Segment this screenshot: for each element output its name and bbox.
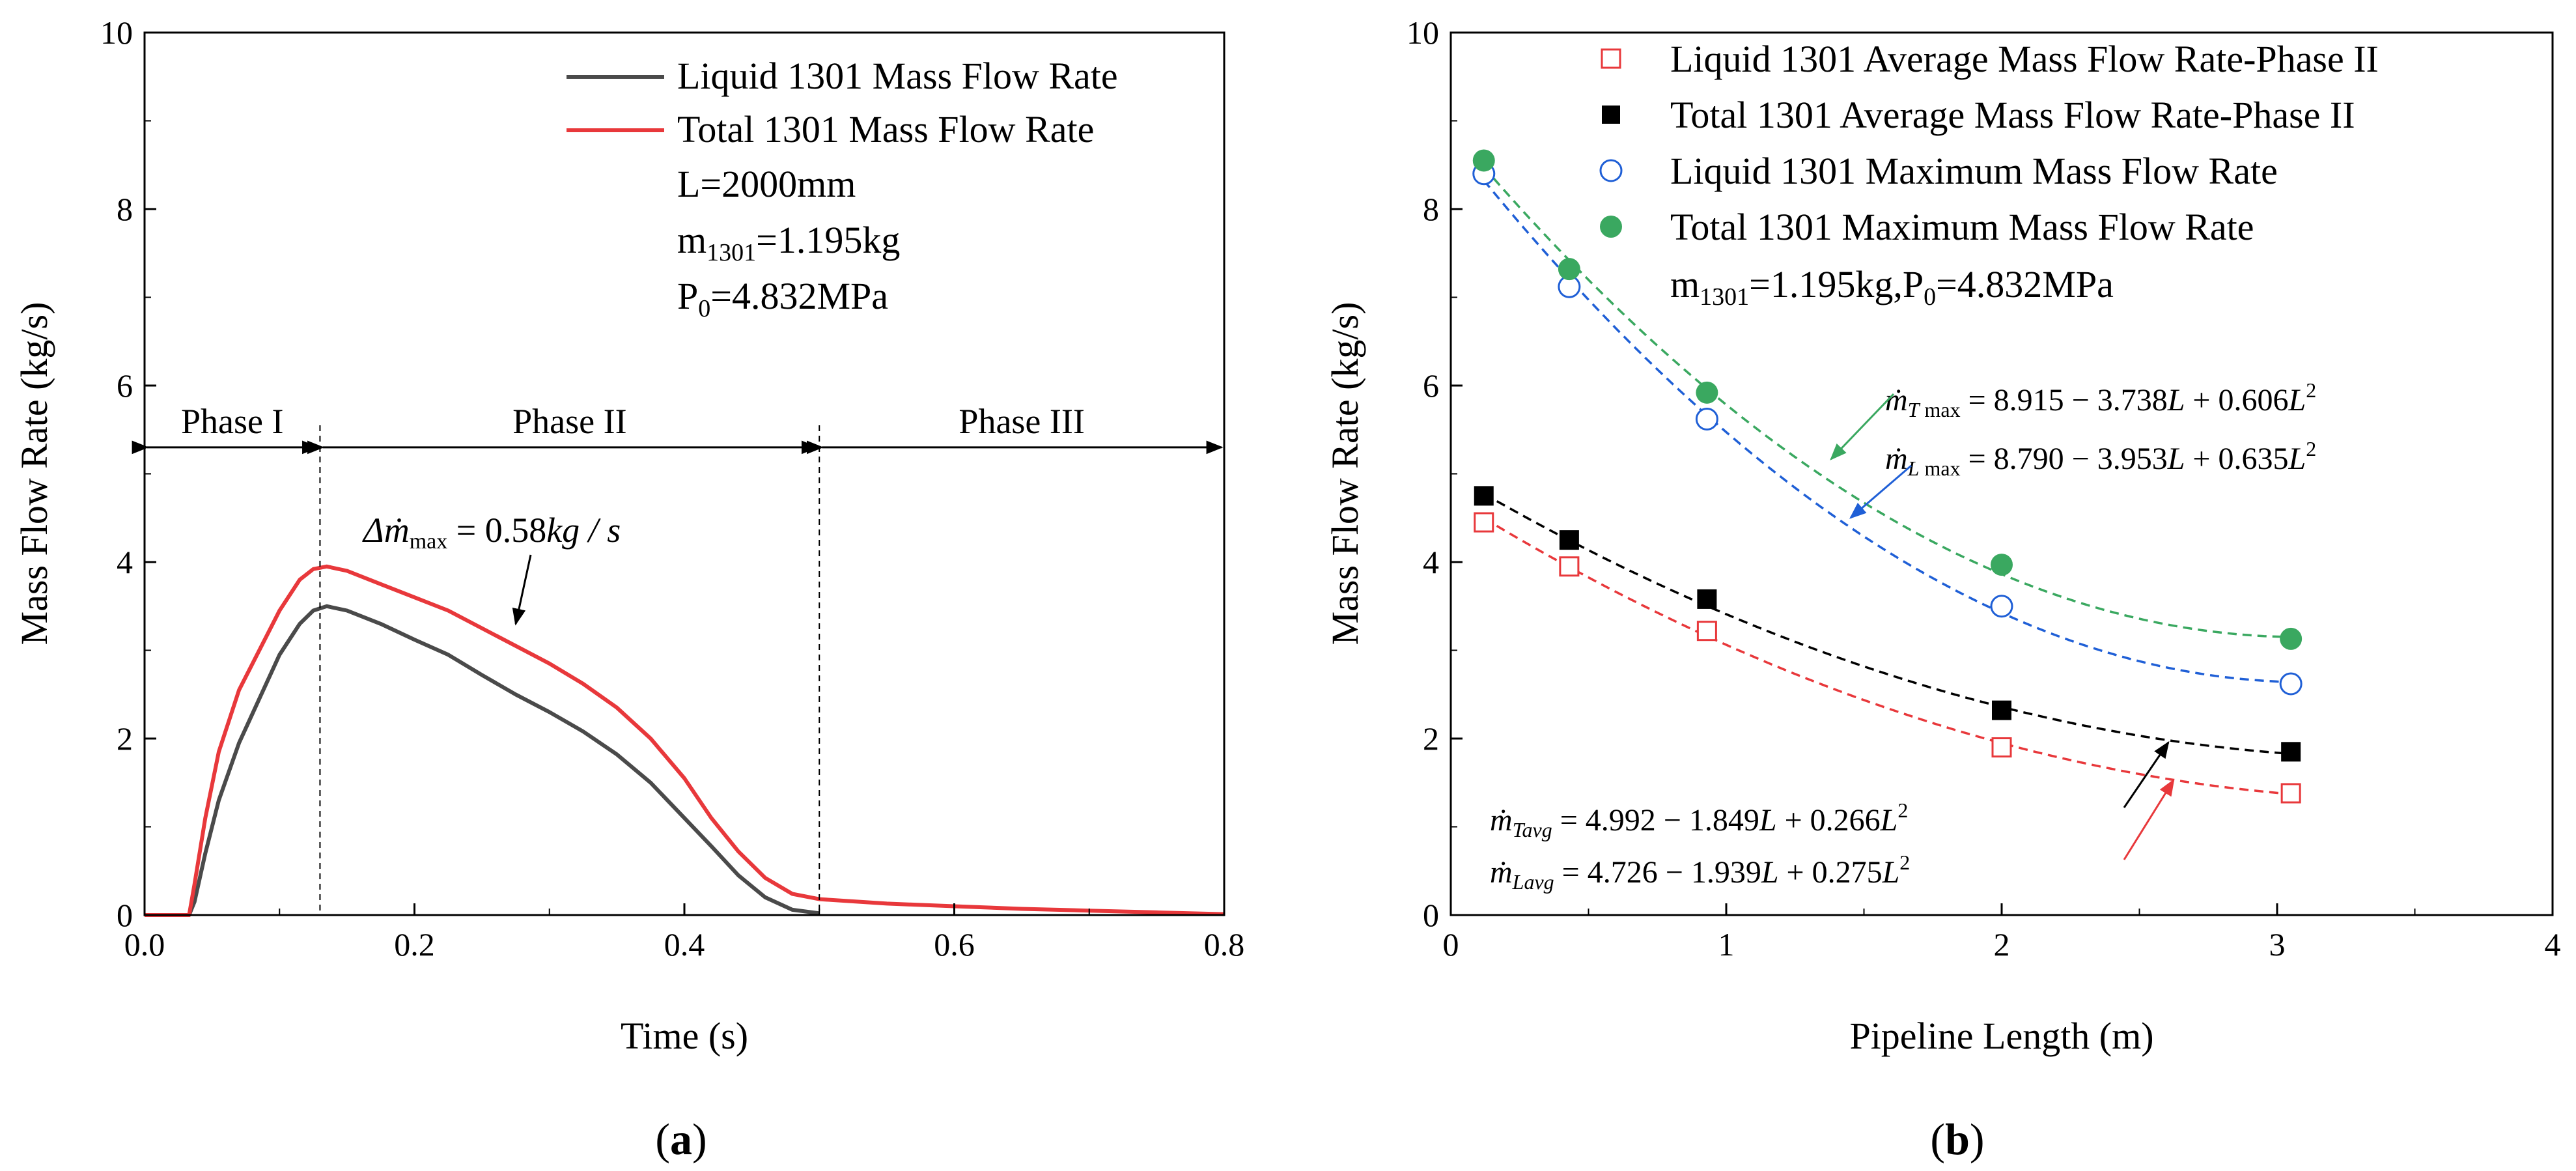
panel-b: 0 1 2 3 4 0 2 4 6 8 10 Liquid 1301 Average Mass Fl…: [1324, 14, 2561, 1164]
legend-marker-total-avg: [1602, 106, 1620, 124]
point-liquid-max: [1695, 407, 1718, 430]
legend-marker-liquid-avg: [1601, 48, 1621, 69]
arrow-total-max: [1830, 393, 1895, 460]
info-mass-pressure: m1301=1.195kg,P0=4.832MPa: [1670, 263, 2114, 311]
y-tick-label-b: 10: [1407, 14, 1439, 51]
point-total-max: [1696, 381, 1718, 404]
arrow-liquid-max: [1849, 464, 1912, 519]
x-tick-label-b: 2: [1994, 926, 2010, 963]
legend-total-avg-label: Total 1301 Average Mass Flow Rate-Phase …: [1670, 94, 2355, 136]
x-tick-label-a: 0.8: [1204, 926, 1245, 963]
y-tick-label-b: 6: [1423, 367, 1439, 404]
x-tick-label-b: 1: [1718, 926, 1735, 963]
equation-total-avg: ṁTavg = 4.992 − 1.849L + 0.266L2: [1490, 798, 1908, 841]
point-liquid-avg: [2280, 783, 2301, 804]
delta-arrow: [512, 554, 532, 626]
point-liquid-avg: [1474, 512, 1494, 533]
arrow-liquid-avg: [2123, 778, 2175, 860]
y-tick-label-b: 8: [1423, 191, 1439, 227]
arrow-total-avg: [2123, 741, 2170, 808]
y-tick-label-a: 8: [117, 191, 133, 227]
info-length: L=2000mm: [677, 163, 856, 205]
y-tick-label-b: 4: [1423, 544, 1439, 580]
y-axis-label: Mass Flow Rate (kg/s): [13, 302, 55, 645]
x-tick-label-b: 3: [2269, 926, 2286, 963]
x-axis-label: Time (s): [621, 1015, 748, 1057]
x-tick-label-a: 0.4: [664, 926, 705, 963]
legend-marker-total-max: [1600, 216, 1622, 238]
point-liquid-avg: [1559, 556, 1580, 577]
legend-marker-liquid-max: [1599, 159, 1623, 182]
x-tick-label-a: 0.0: [124, 926, 165, 963]
x-tick-label-b: 4: [2545, 926, 2561, 963]
legend-total-max-label: Total 1301 Maximum Mass Flow Rate: [1670, 206, 2254, 248]
legend-total-label: Total 1301 Mass Flow Rate: [677, 108, 1094, 150]
point-total-avg: [1559, 530, 1579, 550]
fit-curve-filled-circle: [1483, 166, 2291, 638]
fit-curve-open-circle: [1483, 179, 2291, 683]
point-total-max: [1558, 258, 1580, 281]
x-axis-label-b: Pipeline Length (m): [1849, 1015, 2153, 1057]
equation-total-max: ṁT max = 8.915 − 3.738L + 0.606L2: [1885, 378, 2316, 421]
x-tick-label-b: 0: [1443, 926, 1459, 963]
x-tick-label-a: 0.2: [394, 926, 435, 963]
point-liquid-avg: [1991, 737, 2012, 758]
equation-liquid-max: ṁL max = 8.790 − 3.953L + 0.635L2: [1885, 437, 2316, 480]
fit-curve-filled-square: [1483, 492, 2291, 755]
y-tick-label-a: 4: [117, 544, 133, 580]
delta-annotation: Δṁmax = 0.58kg / s: [362, 511, 621, 554]
y-tick-label-a: 6: [117, 367, 133, 404]
y-tick-label-a: 2: [117, 720, 133, 757]
fit-curve-open-square: [1483, 517, 2291, 796]
point-liquid-max: [2279, 672, 2303, 696]
y-axis-label-b: Mass Flow Rate (kg/s): [1324, 302, 1366, 645]
y-tick-label-a: 10: [100, 14, 133, 51]
y-tick-label-a: 0: [117, 897, 133, 933]
point-total-max: [1991, 554, 2013, 576]
y-tick-label-b: 2: [1423, 720, 1439, 757]
info-mass: m1301=1.195kg: [677, 219, 900, 266]
legend-liquid-label: Liquid 1301 Mass Flow Rate: [677, 55, 1118, 97]
point-total-avg: [1992, 700, 2011, 720]
x-tick-label-a: 0.6: [934, 926, 975, 963]
series-total-line: [145, 564, 1225, 917]
point-liquid-avg: [1696, 621, 1717, 642]
phase-1-label: Phase I: [181, 402, 283, 441]
y-tick-label-b: 0: [1423, 897, 1439, 933]
point-total-avg: [1697, 589, 1717, 609]
point-total-avg: [1474, 486, 1494, 506]
equation-liquid-avg: ṁLavg = 4.726 − 1.939L + 0.275L2: [1490, 851, 1910, 894]
point-liquid-max: [1990, 595, 2013, 618]
point-total-max: [2280, 627, 2303, 650]
series-liquid-line: [145, 604, 820, 917]
panel-b-caption: (b): [1930, 1114, 1984, 1164]
point-total-max: [1472, 149, 1495, 172]
phase-2-label: Phase II: [512, 402, 626, 441]
point-total-avg: [2281, 742, 2301, 762]
phase-3-label: Phase III: [959, 402, 1084, 441]
legend-liquid-max-label: Liquid 1301 Maximum Mass Flow Rate: [1670, 150, 2278, 192]
legend-liquid-avg-label: Liquid 1301 Average Mass Flow Rate-Phase…: [1670, 38, 2379, 80]
info-pressure: P0=4.832MPa: [677, 275, 888, 322]
panel-a-caption: (a): [655, 1114, 707, 1164]
